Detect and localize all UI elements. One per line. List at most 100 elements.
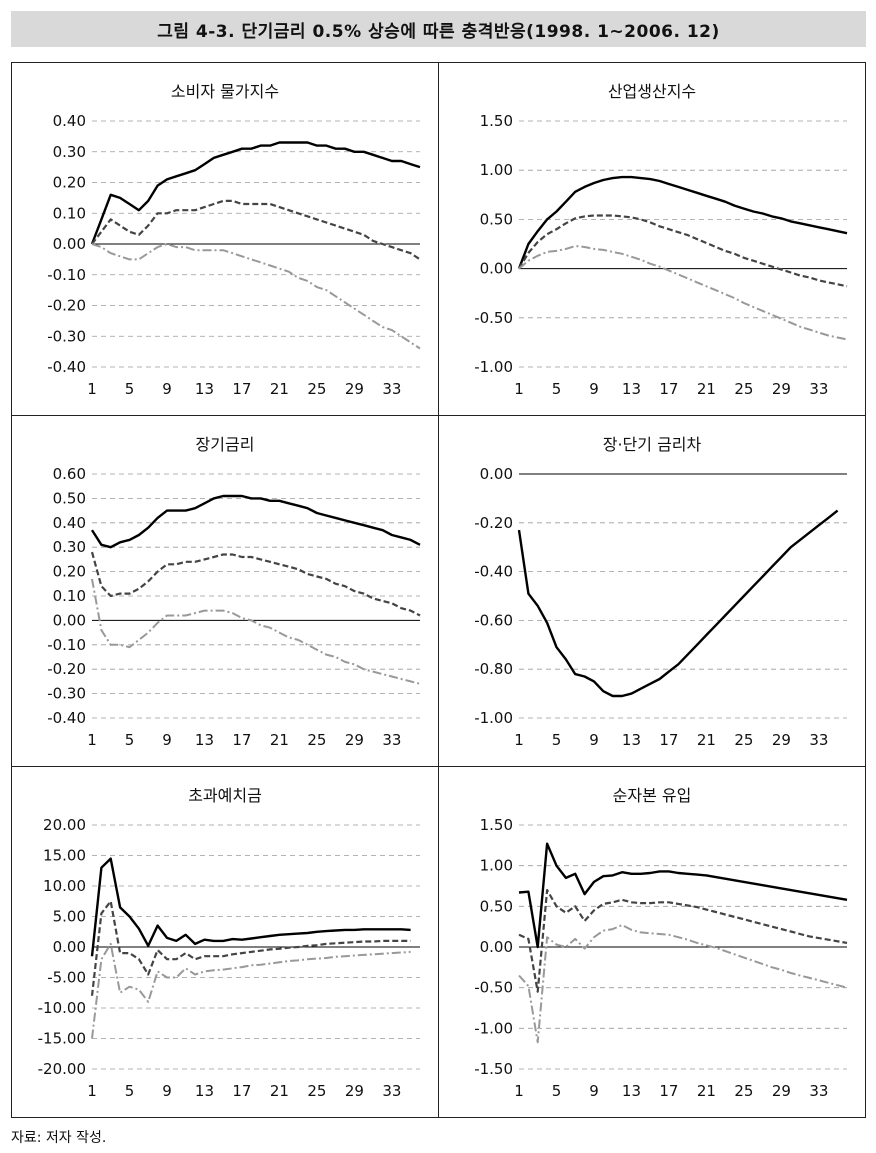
y-tick-label: -0.40 [47,358,86,376]
y-tick-label: 0.20 [53,563,86,581]
chart-panel-rate-spread: 장·단기 금리차 0.00 -0.20 -0.40 -0.60 -0.80 -1.00 1 5 9… [439,416,865,766]
series-line-dash [91,199,421,261]
y-tick-label: -0.20 [474,514,513,532]
y-tick-label: 0.00 [53,611,86,629]
series-line-dashdot [91,942,411,1039]
x-tick-label: 21 [270,1082,289,1100]
chart-panel-long-term-rate: 장기금리 0.60 0.50 0.40 0.30 0.20 0.10 0.00 -0.10 -0.… [12,416,438,766]
x-tick-label: 17 [659,731,678,749]
y-tick-label: 0.00 [53,235,86,253]
chart-title: 순자본 유입 [613,786,692,805]
x-tick-label: 9 [162,1082,172,1100]
y-tick-label: 0.20 [53,174,86,192]
y-tick-label: 0.50 [480,210,513,228]
y-tick-label: -1.50 [474,1060,513,1078]
x-tick-label: 1 [87,1082,97,1100]
y-tick-label: 0.10 [53,204,86,222]
x-tick-label: 13 [622,380,641,398]
x-tick-label: 21 [697,380,716,398]
x-tick-label: 9 [589,380,599,398]
x-tick-label: 1 [87,731,97,749]
y-tick-label: 15.00 [43,847,86,865]
y-tick-label: -5.00 [47,969,86,987]
x-tick-label: 9 [589,731,599,749]
figure-title: 그림 4-3. 단기금리 0.5% 상승에 따른 충격반응(1998. 1~20… [11,11,866,47]
x-tick-label: 21 [270,380,289,398]
y-tick-label: 1.00 [480,857,513,875]
y-tick-label: -0.40 [47,709,86,727]
y-tick-label: 0.40 [53,112,86,130]
x-tick-label: 25 [307,380,326,398]
x-tick-label: 25 [734,731,753,749]
y-tick-label: -0.40 [474,563,513,581]
y-tick-label: 0.00 [480,938,513,956]
series-line-dash [518,889,848,993]
x-tick-label: 5 [125,731,135,749]
x-tick-label: 1 [514,380,524,398]
x-tick-label: 25 [734,1082,753,1100]
x-tick-label: 9 [162,731,172,749]
chart-title: 소비자 물가지수 [171,82,279,101]
y-tick-label: -0.50 [474,979,513,997]
series-line-dashdot [91,578,421,685]
x-tick-label: 33 [382,1082,401,1100]
x-tick-label: 5 [552,731,562,749]
y-tick-label: 1.50 [480,112,513,130]
y-tick-label: 0.40 [53,514,86,532]
y-tick-label: 0.30 [53,143,86,161]
y-tick-label: -0.50 [474,309,513,327]
x-tick-label: 29 [772,731,791,749]
x-tick-label: 13 [195,731,214,749]
x-tick-label: 9 [589,1082,599,1100]
series-line-solid [90,857,411,957]
series-line-dashdot [518,245,848,341]
x-tick-label: 33 [809,380,828,398]
y-tick-label: 1.00 [480,161,513,179]
chart-title: 장·단기 금리차 [603,435,702,454]
x-tick-label: 13 [622,731,641,749]
x-tick-label: 29 [772,380,791,398]
x-tick-label: 33 [382,380,401,398]
chart-panel-excess-reserves: 초과예치금 20.00 15.00 10.00 5.00 0.00 -5.00 -10.00 -… [12,767,438,1117]
y-tick-label: -0.20 [47,297,86,315]
chart-panel-net-capital-inflow: 순자본 유입 1.50 1.00 0.50 0.00 -0.50 -1.00 -1.50 1 5 9… [439,767,865,1117]
series-line-solid [90,141,421,245]
y-tick-label: 0.30 [53,538,86,556]
y-tick-label: 0.00 [480,465,513,483]
y-tick-label: 0.50 [480,897,513,915]
y-tick-label: 10.00 [43,877,86,895]
y-tick-label: -0.30 [47,685,86,703]
y-tick-label: -1.00 [474,358,513,376]
x-tick-label: 17 [232,380,251,398]
series-line-dash [518,214,848,288]
x-tick-label: 5 [552,1082,562,1100]
y-tick-label: 0.00 [53,938,86,956]
y-tick-label: -1.00 [474,709,513,727]
series-line-dashdot [518,924,848,1044]
y-tick-label: -0.30 [47,327,86,345]
chart-panel-cpi: 소비자 물가지수 0.40 0.30 0.20 0.10 0.00 -0.10 -0.20 -0… [12,63,438,415]
y-tick-label: -0.80 [474,660,513,678]
row-divider-1 [12,415,865,416]
y-tick-label: -10.00 [38,999,86,1017]
x-tick-label: 5 [125,380,135,398]
x-tick-label: 17 [659,380,678,398]
y-tick-label: -1.00 [474,1019,513,1037]
y-tick-label: 5.00 [53,908,86,926]
x-tick-label: 17 [232,731,251,749]
x-tick-label: 29 [345,731,364,749]
y-tick-label: 0.10 [53,587,86,605]
y-tick-label: -0.60 [474,611,513,629]
y-tick-label: -0.10 [47,266,86,284]
x-tick-label: 21 [270,731,289,749]
series-line-solid [517,175,848,270]
y-tick-label: 20.00 [43,816,86,834]
column-divider [438,63,439,1117]
y-tick-label: -0.10 [47,636,86,654]
x-tick-label: 29 [345,1082,364,1100]
x-tick-label: 13 [195,380,214,398]
x-tick-label: 21 [697,731,716,749]
y-tick-label: 1.50 [480,816,513,834]
x-tick-label: 25 [734,380,753,398]
x-tick-label: 1 [514,731,524,749]
